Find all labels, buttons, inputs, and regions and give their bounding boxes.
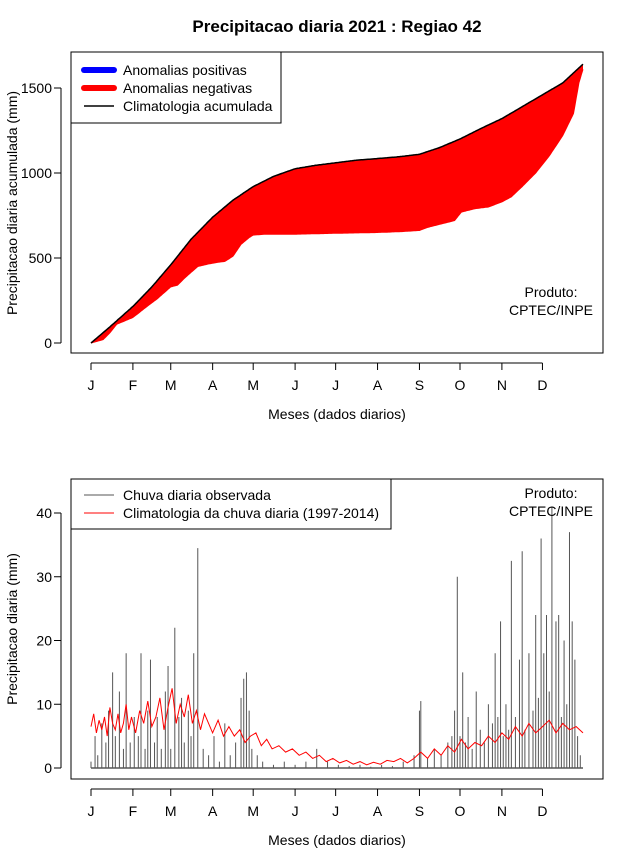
bottom-y-label: Precipitacao diaria (mm): [4, 553, 20, 705]
top-x-tick-label: S: [415, 377, 424, 393]
bottom-y-tick-label: 40: [36, 505, 52, 521]
climatology-cumulative-line: [90, 63, 584, 344]
bottom-x-label: Meses (dados diarios): [268, 832, 406, 848]
top-annotation-line2: CPTEC/INPE: [509, 302, 593, 318]
top-legend: Anomalias positivas Anomalias negativas …: [70, 51, 282, 124]
top-x-tick-label: M: [247, 377, 259, 393]
bottom-x-tick-label: N: [497, 803, 507, 819]
top-panel: J F M A M J J A S O N D 0 500 1000 1500 Meses (dados d…: [4, 51, 604, 422]
top-x-tick-label: A: [373, 377, 383, 393]
legend-label-negative: Anomalias negativas: [123, 80, 252, 96]
negative-anomaly-area: [91, 64, 583, 343]
top-x-tick-label: J: [292, 377, 299, 393]
legend-label-daily-climatology: Climatologia da chuva diaria (1997-2014): [123, 505, 379, 521]
bottom-x-tick-label: A: [373, 803, 383, 819]
bottom-legend: Chuva diaria observada Climatologia da c…: [70, 478, 392, 530]
top-x-tick-label: J: [332, 377, 339, 393]
top-x-tick-label: N: [497, 377, 507, 393]
bottom-x-tick-label: J: [88, 803, 95, 819]
top-y-tick-label: 1000: [21, 165, 52, 181]
legend-label-climatology: Climatologia acumulada: [123, 98, 273, 114]
bottom-y-tick-label: 10: [36, 696, 52, 712]
top-x-tick-label: F: [129, 377, 138, 393]
top-x-tick-label: D: [537, 377, 547, 393]
legend-label-observed: Chuva diaria observada: [123, 487, 271, 503]
bottom-panel: J F M A M J J A S O N D 0 10 20 30 40 Meses (dados diar…: [4, 478, 604, 848]
top-plot-frame: [70, 51, 604, 354]
bottom-x-tick-label: J: [292, 803, 299, 819]
bottom-x-tick-label: D: [537, 803, 547, 819]
top-y-tick-label: 0: [44, 335, 52, 351]
bottom-annotation-line1: Produto:: [525, 485, 578, 501]
bottom-x-tick-label: J: [332, 803, 339, 819]
figure-title: Precipitacao diaria 2021 : Regiao 42: [192, 17, 481, 36]
legend-label-positive: Anomalias positivas: [123, 62, 247, 78]
top-x-tick-label: O: [455, 377, 466, 393]
top-annotation-line1: Produto:: [525, 284, 578, 300]
bottom-annotation-line2: CPTEC/INPE: [509, 503, 593, 519]
bottom-x-tick-label: O: [455, 803, 466, 819]
bottom-y-tick-label: 20: [36, 633, 52, 649]
bottom-y-axis: 0 10 20 30 40: [36, 505, 62, 776]
daily-climatology-line: [90, 688, 584, 766]
bottom-x-tick-label: F: [129, 803, 138, 819]
top-x-tick-label: M: [165, 377, 177, 393]
bottom-x-tick-label: S: [415, 803, 424, 819]
top-x-tick-label: J: [88, 377, 95, 393]
top-plot-area: [90, 63, 584, 344]
top-y-axis: 0 500 1000 1500: [21, 80, 62, 351]
bottom-x-tick-label: M: [165, 803, 177, 819]
top-x-tick-label: A: [208, 377, 218, 393]
top-x-label: Meses (dados diarios): [268, 406, 406, 422]
bottom-y-tick-label: 0: [44, 760, 52, 776]
top-y-tick-label: 1500: [21, 80, 52, 96]
top-y-label: Precipitacao diaria acumulada (mm): [4, 91, 20, 315]
observed-cumulative-line: [90, 69, 584, 344]
bottom-x-tick-label: A: [208, 803, 218, 819]
top-y-tick-label: 500: [29, 250, 53, 266]
bottom-x-tick-label: M: [247, 803, 259, 819]
bottom-plot-area: [90, 506, 584, 769]
bottom-legend-box: [70, 478, 392, 530]
bottom-y-tick-label: 30: [36, 569, 52, 585]
